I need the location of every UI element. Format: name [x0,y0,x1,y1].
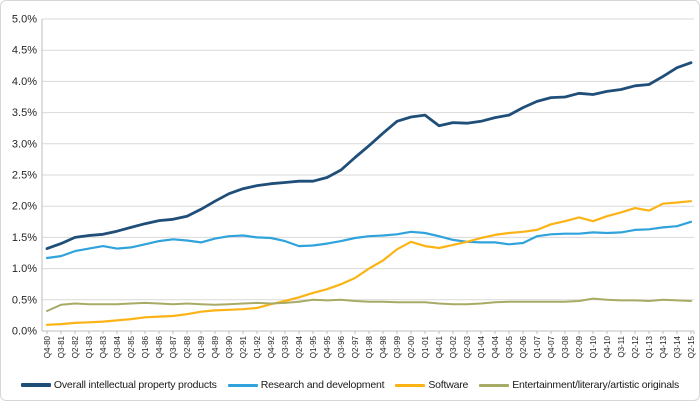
x-axis-tick-label: Q1-89 [197,335,206,358]
legend-swatch-entertainment-originals [479,383,510,387]
y-axis-tick-label: 0.5% [12,294,37,306]
x-axis-tick-label: Q3-11 [617,335,626,357]
x-axis-tick-label: Q3-93 [281,335,290,358]
x-axis-tick-label: Q2-97 [351,335,360,358]
x-axis-tick-label: Q4-86 [155,335,164,358]
x-axis-tick-label: Q3-02 [449,335,458,358]
x-axis-tick-label: Q2-82 [71,335,80,358]
x-axis-tick-label: Q1-86 [141,335,150,358]
y-axis-tick-label: 3.5% [12,107,37,119]
legend-swatch-overall-ipp [20,383,51,387]
x-axis-tick-label: Q4-89 [211,335,220,358]
x-axis-tick-label: Q1-04 [477,335,486,358]
x-axis-tick-label: Q4-98 [379,335,388,358]
x-axis-tick-label: Q2-12 [631,335,640,358]
x-axis-tick-label: Q3-96 [337,335,346,358]
x-axis-tick-label: Q3-05 [505,335,514,358]
x-axis-tick-label: Q4-04 [491,335,500,358]
x-axis-tick-label: Q1-13 [645,335,654,358]
x-axis-tick-label: Q4-13 [659,335,668,358]
x-axis-tick-label: Q3-99 [393,335,402,358]
series-line-software [45,200,693,326]
x-axis-tick-label: Q2-03 [463,335,472,358]
x-axis-tick-label: Q2-15 [687,335,696,358]
x-axis-tick-label: Q1-07 [533,335,542,358]
x-axis-tick-label: Q1-98 [365,335,374,358]
x-axis-tick-label: Q2-09 [575,335,584,358]
x-axis-tick-label: Q4-10 [603,335,612,358]
y-axis-tick-label: 4.0% [12,76,37,88]
x-axis-tick-label: Q3-14 [673,335,682,358]
series-line-entertainment-originals [46,297,692,312]
x-axis-tick-label: Q4-07 [547,335,556,358]
x-axis-tick-label: Q4-92 [267,335,276,358]
x-axis-tick-label: Q4-83 [99,335,108,358]
x-axis-tick-label: Q4-80 [43,335,52,358]
legend-label-software: Software [428,379,469,391]
legend-item-entertainment-originals: Entertainment/literary/artistic original… [479,379,679,391]
series-line-overall-ipp [45,61,693,251]
legend-swatch-research-development [227,383,258,387]
x-axis-tick-label: Q3-08 [561,335,570,358]
x-axis-tick-label: Q1-10 [589,335,598,358]
y-axis-tick-label: 3.0% [12,138,37,150]
y-axis-tick-label: 0.0% [12,326,37,338]
y-axis-tick-label: 4.5% [12,45,37,57]
x-axis-tick-label: Q2-94 [295,335,304,358]
x-axis-tick-label: Q1-83 [85,335,94,358]
legend-item-software: Software [395,379,468,391]
chart-legend: Overall intellectual property products R… [1,377,699,393]
x-axis-tick-label: Q3-81 [57,335,66,358]
x-axis-tick-label: Q3-90 [225,335,234,358]
y-axis-tick-label: 1.5% [12,232,37,244]
legend-item-overall-ipp: Overall intellectual property products [20,379,217,391]
x-axis-tick-label: Q4-01 [435,335,444,358]
x-axis-tick-label: Q1-92 [253,335,262,358]
x-axis-tick-label: Q3-84 [113,335,122,358]
x-axis-tick-label: Q1-01 [421,335,430,358]
legend-label-research-development: Research and development [260,379,385,391]
series-line-research-development [45,220,693,260]
x-axis-tick-label: Q2-88 [183,335,192,358]
y-axis-tick-label: 5.0% [12,14,37,26]
x-axis-tick-label: Q2-91 [239,335,248,358]
x-axis-tick-label: Q2-00 [407,335,416,358]
x-axis-tick-label: Q3-87 [169,335,178,358]
y-axis-tick-label: 2.0% [12,201,37,213]
x-axis-tick-label: Q1-95 [309,335,318,358]
y-axis-tick-label: 1.0% [12,263,37,275]
legend-label-overall-ipp: Overall intellectual property products [53,379,217,391]
legend-swatch-software [395,383,426,387]
legend-label-entertainment-originals: Entertainment/literary/artistic original… [512,379,680,391]
legend-item-research-development: Research and development [227,379,385,391]
x-axis-tick-label: Q4-95 [323,335,332,358]
y-axis-tick-label: 2.5% [12,170,37,182]
x-axis-tick-label: Q2-85 [127,335,136,358]
x-axis-tick-label: Q2-06 [519,335,528,358]
